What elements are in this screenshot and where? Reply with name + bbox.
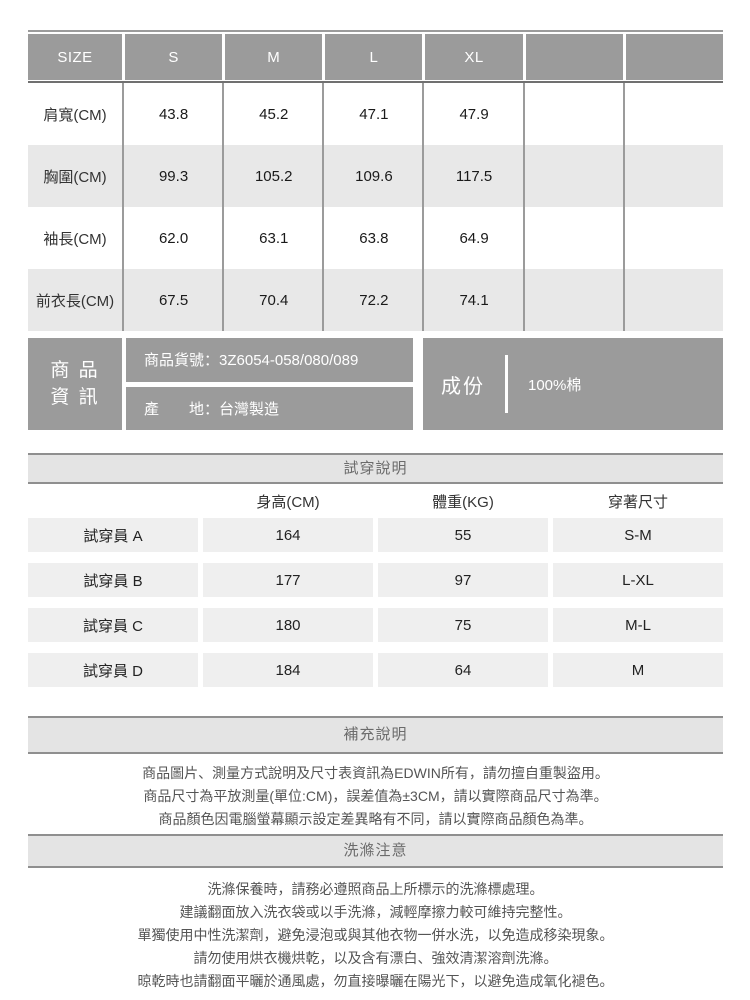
size-value-empty (522, 145, 623, 207)
fitter-height: 164 (203, 518, 373, 552)
fitter-weight: 97 (378, 563, 548, 597)
size-table-top-rule (28, 30, 723, 32)
washing-notes: 洗滌保養時，請務必遵照商品上所標示的洗滌標處理。 建議翻面放入洗衣袋或以手洗滌，… (28, 878, 723, 993)
composition-divider (505, 355, 508, 413)
fitter-size: L-XL (553, 563, 723, 597)
product-origin: 產 地：台灣製造 (126, 386, 413, 430)
size-header-cell: L (325, 34, 423, 80)
row-label: 前衣長(CM) (35, 292, 115, 310)
size-value: 63.8 (322, 207, 422, 269)
fitting-section-title: 試穿說明 (28, 453, 723, 484)
row-label: 袖長(CM) (43, 230, 107, 248)
size-value: 63.1 (222, 207, 322, 269)
size-value: 117.5 (422, 145, 522, 207)
composition-value: 100%棉 (528, 376, 582, 394)
composition-label: 成份 (441, 375, 485, 398)
size-table-header-rule (28, 81, 723, 83)
size-value: 67.5 (121, 269, 222, 331)
product-composition: 成份 100%棉 (423, 338, 723, 430)
fitter-size: M (553, 653, 723, 687)
product-info-title-line2: 資 訊 (50, 387, 100, 408)
fitting-header-empty (28, 484, 198, 518)
fitter-height: 184 (203, 653, 373, 687)
fitter-name: 試穿員 A (28, 518, 198, 552)
washing-line: 晾乾時也請翻面平曬於通風處，勿直接曝曬在陽光下，以避免造成氧化褪色。 (137, 973, 614, 989)
size-value-empty (522, 207, 623, 269)
size-value-empty (622, 83, 723, 145)
supplement-notes: 商品圖片、測量方式說明及尺寸表資訊為EDWIN所有，請勿擅自重製盜用。 商品尺寸… (28, 762, 723, 831)
size-value: 109.6 (322, 145, 422, 207)
fitter-name: 試穿員 B (28, 563, 198, 597)
fitting-header-row: 身高(CM) 體重(KG) 穿著尺寸 (28, 484, 723, 518)
product-info-middle: 商品貨號：3Z6054-058/080/089 產 地：台灣製造 (126, 338, 413, 430)
size-value-empty (622, 145, 723, 207)
page: SIZE S M L XL 肩寬(CM) 43.8 45.2 47.1 47.9… (28, 0, 723, 993)
size-value: 47.9 (422, 83, 522, 145)
supplement-line: 商品圖片、測量方式說明及尺寸表資訊為EDWIN所有，請勿擅自重製盜用。 (142, 765, 609, 781)
product-info-title-line1: 商 品 (50, 360, 100, 381)
product-info: 商 品 資 訊 商品貨號：3Z6054-058/080/089 產 地：台灣製造… (28, 338, 723, 430)
row-label: 肩寬(CM) (43, 106, 107, 124)
fitting-header-height: 身高(CM) (256, 493, 320, 511)
size-value: 47.1 (322, 83, 422, 145)
size-value: 74.1 (422, 269, 522, 331)
fitter-size: M-L (553, 608, 723, 642)
fitting-header-weight: 體重(KG) (432, 493, 494, 511)
size-value-empty (522, 83, 623, 145)
size-header-cell: M (225, 34, 323, 80)
washing-line: 單獨使用中性洗潔劑，避免浸泡或與其他衣物一併水洗，以免造成移染現象。 (137, 927, 614, 943)
washing-line: 請勿使用烘衣機烘乾，以及含有漂白、強效清潔溶劑洗滌。 (193, 950, 558, 966)
washing-line: 洗滌保養時，請務必遵照商品上所標示的洗滌標處理。 (207, 881, 544, 897)
size-value: 64.9 (422, 207, 522, 269)
product-info-title: 商 品 資 訊 (28, 338, 122, 430)
fitting-row: 試穿員 C 180 75 M-L (28, 608, 723, 642)
size-value: 105.2 (222, 145, 322, 207)
size-header-cell: SIZE (28, 34, 122, 80)
size-value: 72.2 (322, 269, 422, 331)
fitting-header-size: 穿著尺寸 (607, 493, 668, 511)
row-label: 胸圍(CM) (43, 168, 107, 186)
fitter-height: 177 (203, 563, 373, 597)
size-header-cell-empty (625, 34, 723, 80)
fitting-row: 試穿員 A 164 55 S-M (28, 518, 723, 552)
size-table: SIZE S M L XL 肩寬(CM) 43.8 45.2 47.1 47.9… (28, 30, 723, 331)
fitting-row: 試穿員 D 184 64 M (28, 653, 723, 687)
washing-line: 建議翻面放入洗衣袋或以手洗滌，減輕摩擦力較可維持完整性。 (179, 904, 572, 920)
supplement-line: 商品顏色因電腦螢幕顯示設定差異略有不同，請以實際商品顏色為準。 (158, 811, 593, 827)
size-row-front-length: 前衣長(CM) 67.5 70.4 72.2 74.1 (28, 269, 723, 331)
size-table-header-row: SIZE S M L XL (28, 34, 723, 80)
supplement-line: 商品尺寸為平放測量(單位:CM)，誤差值為±3CM，請以實際商品尺寸為準。 (143, 788, 608, 804)
size-row-sleeve: 袖長(CM) 62.0 63.1 63.8 64.9 (28, 207, 723, 269)
product-sku: 商品貨號：3Z6054-058/080/089 (126, 338, 413, 382)
size-value: 70.4 (222, 269, 322, 331)
supplement-section-title: 補充說明 (28, 716, 723, 754)
size-value: 45.2 (222, 83, 322, 145)
size-header-cell-empty (525, 34, 623, 80)
size-header-cell: XL (425, 34, 523, 80)
fitting-row: 試穿員 B 177 97 L-XL (28, 563, 723, 597)
fitter-height: 180 (203, 608, 373, 642)
fitter-weight: 64 (378, 653, 548, 687)
size-value-empty (622, 269, 723, 331)
size-value: 43.8 (121, 83, 222, 145)
washing-section-title: 洗滌注意 (28, 834, 723, 868)
size-value-empty (522, 269, 623, 331)
fitter-weight: 55 (378, 518, 548, 552)
fitter-size: S-M (553, 518, 723, 552)
size-row-shoulder: 肩寬(CM) 43.8 45.2 47.1 47.9 (28, 83, 723, 145)
size-header-cell: S (125, 34, 223, 80)
fitter-name: 試穿員 D (28, 653, 198, 687)
size-row-chest: 胸圍(CM) 99.3 105.2 109.6 117.5 (28, 145, 723, 207)
fitter-name: 試穿員 C (28, 608, 198, 642)
fitter-weight: 75 (378, 608, 548, 642)
size-value: 62.0 (121, 207, 222, 269)
size-value: 99.3 (121, 145, 222, 207)
size-value-empty (622, 207, 723, 269)
